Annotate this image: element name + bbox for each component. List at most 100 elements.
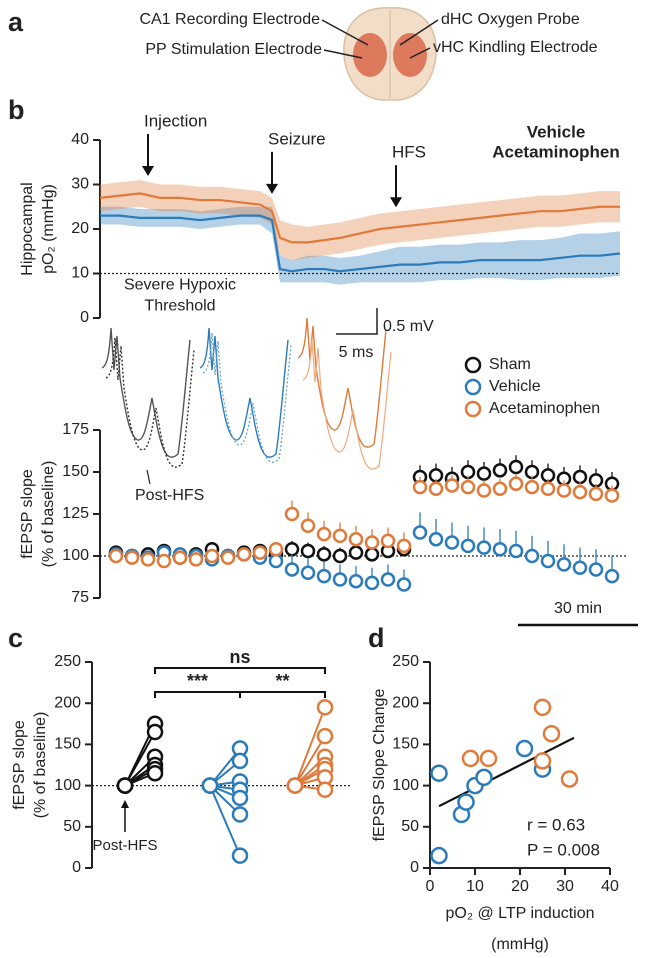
y-axis-label: (% of baseline): [32, 712, 49, 819]
data-point: [284, 542, 300, 557]
y-tick-label: 250: [392, 653, 419, 670]
panel-label: b: [8, 95, 25, 125]
legend-marker: [464, 356, 482, 374]
y-tick-label: 0: [72, 859, 81, 876]
data-point: [188, 552, 204, 567]
data-point: [604, 568, 620, 584]
data-point: [479, 749, 498, 768]
data-point: [515, 739, 534, 758]
data-point: [412, 479, 428, 495]
data-point: [492, 542, 508, 557]
data-point: [284, 562, 300, 577]
data-point: [316, 547, 332, 562]
data-point: [572, 469, 588, 485]
data-point: [524, 479, 540, 495]
x-tick-label: 0: [426, 878, 435, 895]
significance-bracket: [154, 667, 326, 674]
line: [99, 192, 620, 244]
y-axis-label: (% of baseline): [40, 461, 57, 568]
data-point: [348, 573, 364, 589]
y-tick-label: 150: [392, 736, 419, 753]
data-point: [476, 540, 492, 555]
threshold-label: Severe Hypoxic: [124, 277, 236, 294]
significance-label: ***: [187, 671, 208, 691]
data-point: [204, 548, 220, 564]
y-tick-label: 10: [71, 265, 89, 282]
y-tick-label: 20: [71, 220, 89, 237]
x-tick-label: 10: [466, 878, 484, 895]
y-tick-label: 100: [392, 777, 419, 794]
data-point: [231, 789, 249, 807]
data-point: [430, 846, 448, 865]
legend-label: Acetaminophen: [492, 142, 620, 161]
y-tick-label: 50: [63, 818, 81, 835]
y-axis-label: pO₂ (mmHg): [40, 184, 57, 274]
data-point: [560, 770, 579, 788]
data-point: [524, 548, 540, 564]
y-tick-label: 100: [62, 547, 89, 564]
data-point: [380, 572, 396, 587]
data-point: [428, 531, 444, 547]
y-tick-label: 250: [54, 653, 81, 670]
brain-diagram: CA1 Recording Electrode PP Stimulation E…: [139, 7, 598, 101]
data-point: [476, 483, 492, 498]
significance-bracket: [239, 691, 326, 698]
data-point: [396, 538, 412, 554]
right-hippocampus: [393, 33, 427, 77]
legend-marker: [464, 378, 482, 396]
event-arrowhead: [390, 197, 402, 208]
data-point: [108, 548, 124, 564]
baseline-point: [116, 777, 134, 794]
panel-label: d: [368, 623, 385, 653]
x-axis-label: pO₂ @ LTP induction: [445, 905, 594, 922]
annotation: Post-HFS: [92, 837, 157, 854]
data-point: [588, 486, 604, 502]
data-point: [556, 483, 572, 498]
data-point: [540, 481, 556, 497]
y-tick-label: 150: [62, 463, 89, 480]
data-point: [284, 506, 300, 522]
x-axis-label: (mmHg): [491, 936, 549, 953]
pointer-line: [323, 49, 363, 59]
data-point: [428, 481, 444, 497]
event-arrowhead: [142, 166, 154, 177]
legend-marker: [464, 400, 482, 418]
y-axis-label: fEPSP slope: [11, 720, 28, 810]
data-point: [316, 727, 334, 745]
y-tick-label: 0: [410, 859, 419, 876]
data-point: [396, 577, 412, 592]
data-point: [268, 553, 284, 569]
data-point: [475, 768, 493, 787]
threshold-label: Threshold: [144, 298, 215, 315]
statistic-label: r = 0.63: [527, 815, 585, 834]
data-point: [412, 525, 428, 540]
data-point: [540, 553, 556, 569]
event-label: Injection: [144, 112, 207, 131]
data-point: [124, 550, 140, 565]
data-point: [461, 749, 480, 768]
data-point: [380, 533, 396, 549]
data-point: [508, 543, 524, 559]
annotation: Post-HFS: [135, 487, 204, 504]
data-point: [316, 699, 334, 716]
diagram-label: PP Stimulation Electrode: [145, 41, 322, 58]
pointer-line: [399, 19, 439, 46]
y-axis-label: fEPSP slope: [19, 469, 36, 559]
data-point: [476, 466, 492, 481]
diagram-label: dHC Oxygen Probe: [441, 11, 580, 28]
data-point: [252, 545, 268, 560]
y-tick-label: 30: [71, 176, 89, 193]
data-point: [492, 463, 508, 478]
x-tick-label: 20: [511, 878, 529, 895]
left-hippocampus: [353, 33, 387, 77]
data-point: [572, 484, 588, 500]
y-tick-label: 125: [62, 505, 89, 522]
panel-label: c: [8, 623, 23, 653]
data-point: [533, 752, 552, 770]
y-tick-label: 175: [62, 421, 89, 438]
y-tick-label: 150: [54, 736, 81, 753]
data-point: [300, 565, 316, 581]
data-point: [444, 535, 460, 550]
paired-line: [209, 785, 241, 857]
